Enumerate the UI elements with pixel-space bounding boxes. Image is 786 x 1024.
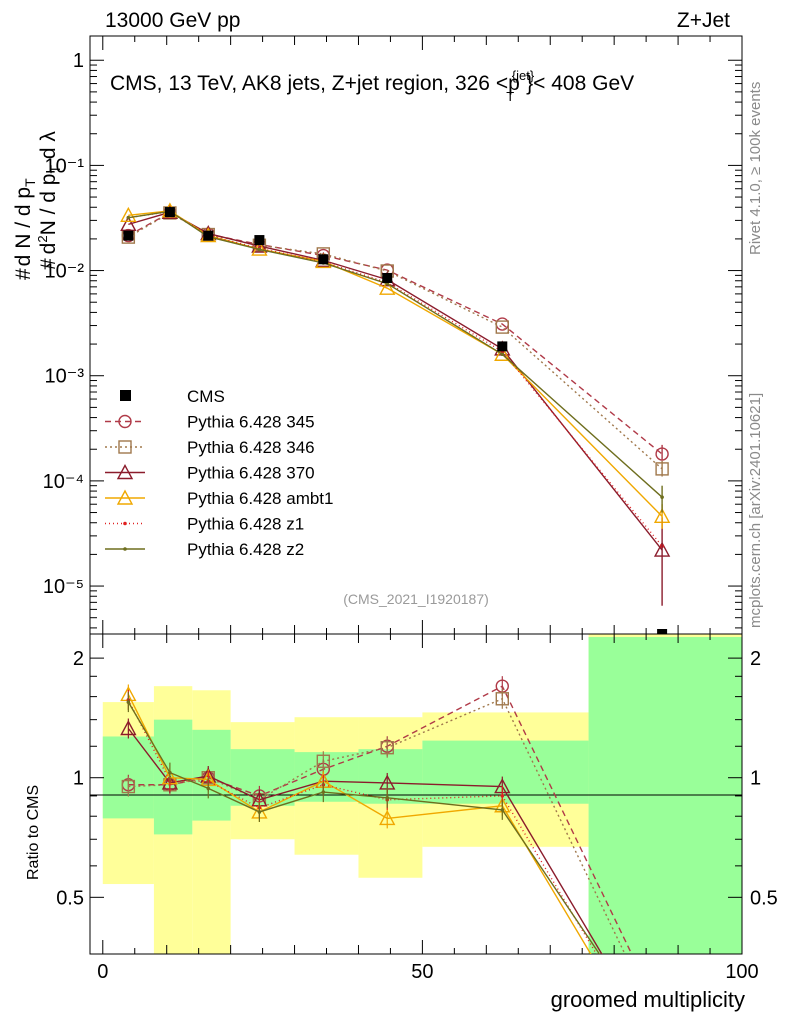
data-point	[657, 629, 668, 634]
data-point	[118, 440, 132, 454]
data-point	[379, 809, 396, 826]
x-tick-label: 0	[97, 961, 108, 983]
legend: CMS Pythia 6.428 345 Pythia 6.428 346 Pythi…	[105, 387, 333, 559]
ratio-ytick-label: 1	[73, 768, 84, 790]
data-point	[120, 215, 137, 232]
data-point	[495, 692, 509, 706]
series-line	[128, 210, 663, 498]
data-point	[379, 279, 396, 295]
data-point	[121, 779, 136, 794]
ratio-line	[127, 699, 598, 954]
x-axis-label: groomed multiplicity	[551, 987, 745, 1012]
data-point	[497, 341, 508, 352]
data-point	[123, 547, 127, 551]
data-point	[206, 786, 211, 791]
legend-label: CMS	[187, 387, 225, 406]
ratio-ytick-label-right: 0.5	[750, 887, 778, 909]
main-ylabel-num: #d2N / d pT d λ	[35, 131, 63, 270]
ratio-ytick-label: 0.5	[56, 887, 84, 909]
data-point	[203, 230, 214, 241]
mcplots-label: mcplots.cern.ch [arXiv:2401.10621]	[747, 393, 764, 628]
ratio-ytick-label: 2	[73, 648, 84, 670]
main-ytick-label: 1	[73, 50, 84, 72]
data-point	[382, 272, 393, 283]
main-series-group	[120, 202, 671, 634]
main-ytick-label: 10⁻¹	[45, 155, 85, 177]
legend-label: Pythia 6.428 ambt1	[187, 489, 333, 508]
legend-label: Pythia 6.428 z1	[187, 515, 304, 534]
data-point	[318, 254, 329, 265]
data-point	[257, 810, 262, 814]
legend-label: Pythia 6.428 346	[187, 438, 315, 457]
data-point	[500, 352, 505, 357]
data-point	[321, 790, 326, 794]
series-line	[128, 210, 663, 547]
data-point	[164, 207, 175, 218]
x-tick-label: 50	[411, 961, 433, 983]
ratio-ytick-label-right: 1	[750, 768, 761, 790]
data-point	[126, 215, 131, 220]
main-ylabel: #d N / d pT #d2N / d pT d λ	[12, 131, 63, 280]
data-point	[118, 414, 132, 429]
data-point	[257, 247, 262, 252]
energy-label: 13000 GeV pp	[105, 9, 240, 32]
main-ytick-label: 10⁻³	[45, 366, 85, 388]
ratio-line	[128, 697, 626, 954]
ratio-yaxis: 2 2 1 1 0.5 0.5	[56, 648, 778, 909]
data-point	[168, 770, 172, 775]
legend-label: Pythia 6.428 345	[187, 413, 315, 432]
data-point	[500, 808, 505, 812]
data-point	[116, 464, 134, 480]
ratio-series-group	[120, 676, 633, 954]
main-ylabel-text: #d N / d pT	[12, 178, 38, 280]
data-point	[251, 237, 268, 253]
data-point	[380, 741, 394, 755]
data-point	[494, 345, 511, 361]
ratio-ylabel: Ratio to CMS	[25, 785, 42, 880]
ratio-line	[128, 685, 633, 954]
data-point	[495, 320, 509, 334]
x-tick-label: 100	[725, 961, 758, 983]
main-ytick-label: 10⁻⁵	[43, 576, 84, 598]
x-axis: 0 50 100	[97, 36, 759, 983]
rivet-label: Rivet 4.1.0, ≥ 100k events	[747, 82, 764, 255]
main-ytick-label: 10⁻²	[45, 261, 85, 283]
process-label: Z+Jet	[677, 9, 730, 32]
main-yaxis: 1 10⁻¹ 10⁻² 10⁻³ 10⁻⁴ 10⁻⁵	[43, 50, 742, 629]
ratio-frame	[89, 633, 743, 955]
data-point	[254, 235, 265, 246]
data-point	[500, 794, 505, 798]
analysis-label: (CMS_2021_I1920187)	[343, 591, 489, 607]
main-title: CMS, 13 TeV, AK8 jets, Z+jet region, 326…	[110, 68, 634, 104]
data-point	[126, 700, 131, 704]
legend-marker-cms	[120, 390, 131, 401]
legend-label: Pythia 6.428 z2	[187, 540, 304, 559]
data-point	[123, 230, 134, 241]
data-point	[316, 754, 331, 768]
data-point	[385, 796, 390, 800]
band-green	[588, 637, 742, 954]
band-green	[230, 749, 295, 806]
ratio-ytick-label-right: 2	[750, 648, 761, 670]
data-point	[120, 720, 137, 736]
main-ytick-label: 10⁻⁴	[43, 471, 84, 493]
data-point	[120, 206, 137, 223]
data-point	[116, 489, 134, 505]
band-green	[422, 740, 589, 804]
legend-label: Pythia 6.428 370	[187, 464, 315, 483]
ratio-bands	[102, 634, 742, 954]
ratio-line	[127, 701, 601, 954]
data-point	[123, 521, 127, 526]
